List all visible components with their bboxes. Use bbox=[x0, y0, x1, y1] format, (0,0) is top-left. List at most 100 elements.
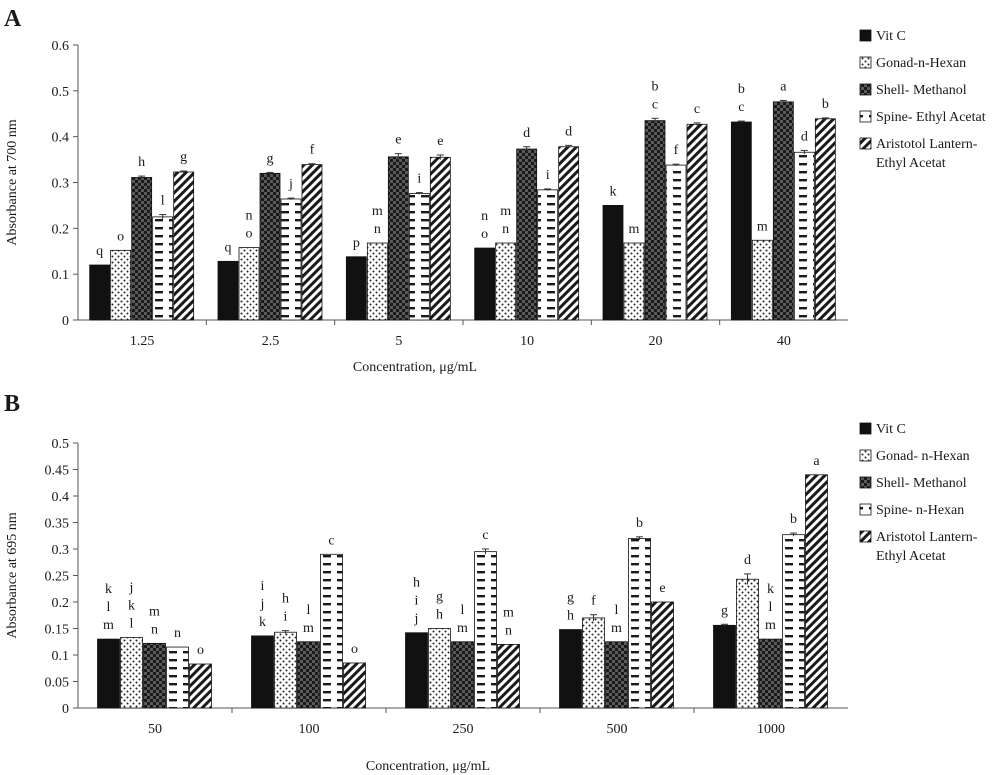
bar bbox=[173, 171, 195, 321]
legend-item: Shell- Methanol bbox=[859, 83, 967, 98]
bar bbox=[474, 551, 497, 709]
significance-letter: d bbox=[801, 129, 808, 144]
legend-item: Aristotol Lantern-Ethyl Acetat bbox=[859, 137, 978, 171]
bar bbox=[793, 151, 815, 321]
y-tick-label: 0.45 bbox=[45, 464, 70, 479]
significance-letter: e bbox=[437, 134, 443, 149]
x-tick-label: 1000 bbox=[757, 722, 785, 737]
significance-letter: b bbox=[822, 97, 829, 112]
legend: Vit C Gonad-n-Hexan Shell- Methanol Spine- … bbox=[859, 29, 986, 171]
error-bar bbox=[590, 614, 597, 622]
bar bbox=[405, 632, 428, 709]
error-bar bbox=[672, 163, 680, 166]
bar bbox=[274, 631, 297, 709]
significance-letter: c bbox=[482, 528, 488, 543]
x-tick-label: 250 bbox=[453, 722, 474, 737]
error-bar bbox=[565, 144, 573, 149]
significance-letter: o bbox=[117, 229, 124, 244]
bar bbox=[428, 628, 451, 709]
legend-swatch bbox=[859, 29, 872, 42]
legend-item: Aristotol Lantern-Ethyl Acetat bbox=[859, 530, 978, 564]
bar bbox=[89, 264, 111, 321]
error-bar bbox=[415, 192, 423, 195]
bar bbox=[736, 578, 759, 709]
significance-letter: c bbox=[328, 533, 334, 548]
y-tick-label: 0.35 bbox=[45, 517, 70, 532]
significance-letter: g bbox=[721, 603, 728, 618]
y-tick-label: 0.15 bbox=[45, 623, 70, 638]
error-bar bbox=[800, 149, 808, 155]
bar bbox=[429, 156, 451, 321]
significance-letter: f bbox=[310, 143, 315, 158]
x-tick-label: 10 bbox=[520, 334, 534, 349]
legend-label: Spine- Ethyl Acetat bbox=[876, 110, 986, 125]
bar bbox=[366, 242, 388, 321]
bar bbox=[408, 193, 430, 321]
error-bar bbox=[287, 197, 295, 200]
significance-letter: e bbox=[395, 133, 401, 148]
legend-label: Aristotol Lantern-Ethyl Acetat bbox=[876, 137, 978, 171]
x-tick-label: 20 bbox=[649, 334, 663, 349]
bar bbox=[131, 177, 153, 321]
bar bbox=[730, 121, 752, 321]
x-tick-label: 40 bbox=[777, 334, 791, 349]
bar bbox=[605, 641, 628, 709]
bar bbox=[558, 146, 580, 321]
significance-letter: d bbox=[523, 126, 530, 141]
error-bar bbox=[138, 175, 146, 179]
x-axis-title: Concentration, μg/mL bbox=[353, 360, 477, 375]
legend-item: Vit C bbox=[859, 29, 906, 44]
error-bar bbox=[721, 623, 728, 627]
error-bar bbox=[693, 122, 701, 126]
bar bbox=[217, 260, 239, 321]
bar bbox=[772, 101, 794, 321]
bar bbox=[751, 239, 773, 321]
y-tick-label: 0.4 bbox=[52, 490, 70, 505]
x-tick-label: 2.5 bbox=[262, 334, 280, 349]
bar bbox=[474, 247, 496, 321]
bar bbox=[651, 601, 674, 709]
bar bbox=[152, 216, 174, 321]
legend-label: Spine- n-Hexan bbox=[876, 503, 964, 518]
bar bbox=[602, 205, 624, 321]
x-tick-label: 5 bbox=[395, 334, 402, 349]
error-bar bbox=[636, 536, 643, 540]
significance-letter: m bbox=[629, 222, 640, 237]
significance-letter: d bbox=[744, 553, 751, 568]
bar bbox=[713, 624, 736, 709]
significance-letter: f bbox=[674, 143, 679, 158]
bar bbox=[110, 249, 132, 321]
significance-letter: o bbox=[197, 643, 204, 658]
error-bar bbox=[737, 120, 745, 123]
legend-label: Aristotol Lantern-Ethyl Acetat bbox=[876, 530, 978, 564]
chart-panel-b: B 0 0.05 0.1 0.15 0.2 0.25 0.3 0.35 0.4 0.45 0.5 Abs… bbox=[4, 391, 978, 774]
legend-label: Shell- Methanol bbox=[876, 83, 967, 98]
bar bbox=[582, 617, 605, 709]
legend-item: Gonad- n-Hexan bbox=[859, 449, 970, 464]
bar bbox=[814, 118, 836, 321]
legend-item: Gonad-n-Hexan bbox=[859, 56, 966, 71]
significance-letter: e bbox=[659, 581, 665, 596]
bar bbox=[343, 662, 366, 709]
legend-swatch bbox=[859, 137, 872, 150]
y-tick-label: 0.05 bbox=[45, 676, 70, 691]
legend-swatch bbox=[859, 503, 872, 516]
legend-item: Spine- Ethyl Acetat bbox=[859, 110, 986, 125]
legend-swatch bbox=[859, 110, 872, 123]
bar bbox=[251, 635, 274, 709]
bar bbox=[387, 156, 409, 321]
y-tick-label: 0.3 bbox=[52, 543, 70, 558]
legend: Vit C Gonad- n-Hexan Shell- Methanol Spine-… bbox=[859, 422, 978, 564]
bar bbox=[497, 644, 520, 709]
bar bbox=[280, 198, 302, 321]
y-tick-label: 0.2 bbox=[52, 596, 70, 611]
bar bbox=[166, 646, 189, 709]
